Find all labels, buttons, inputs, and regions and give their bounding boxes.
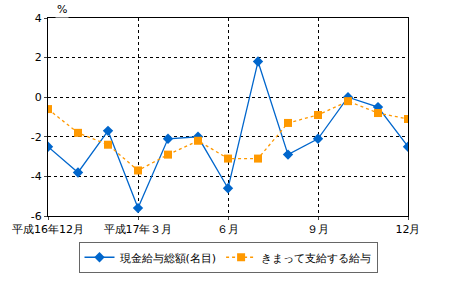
svg-text:0: 0: [35, 91, 42, 104]
svg-text:12月: 12月: [396, 223, 421, 236]
svg-text:９月: ９月: [307, 223, 329, 236]
svg-text:4: 4: [35, 12, 42, 25]
svg-text:平成17年３月: 平成17年３月: [104, 223, 173, 236]
svg-text:平成16年12月: 平成16年12月: [12, 223, 84, 236]
svg-text:現金給与総額(名目): 現金給与総額(名目): [120, 252, 217, 265]
svg-text:６月: ６月: [217, 223, 239, 236]
svg-text:-4: -4: [31, 170, 42, 183]
svg-text:2: 2: [35, 51, 42, 64]
svg-text:-2: -2: [31, 131, 42, 144]
svg-text:%: %: [57, 3, 67, 16]
svg-text:-6: -6: [31, 210, 42, 223]
svg-text:きまって支給する給与: きまって支給する給与: [261, 252, 371, 265]
